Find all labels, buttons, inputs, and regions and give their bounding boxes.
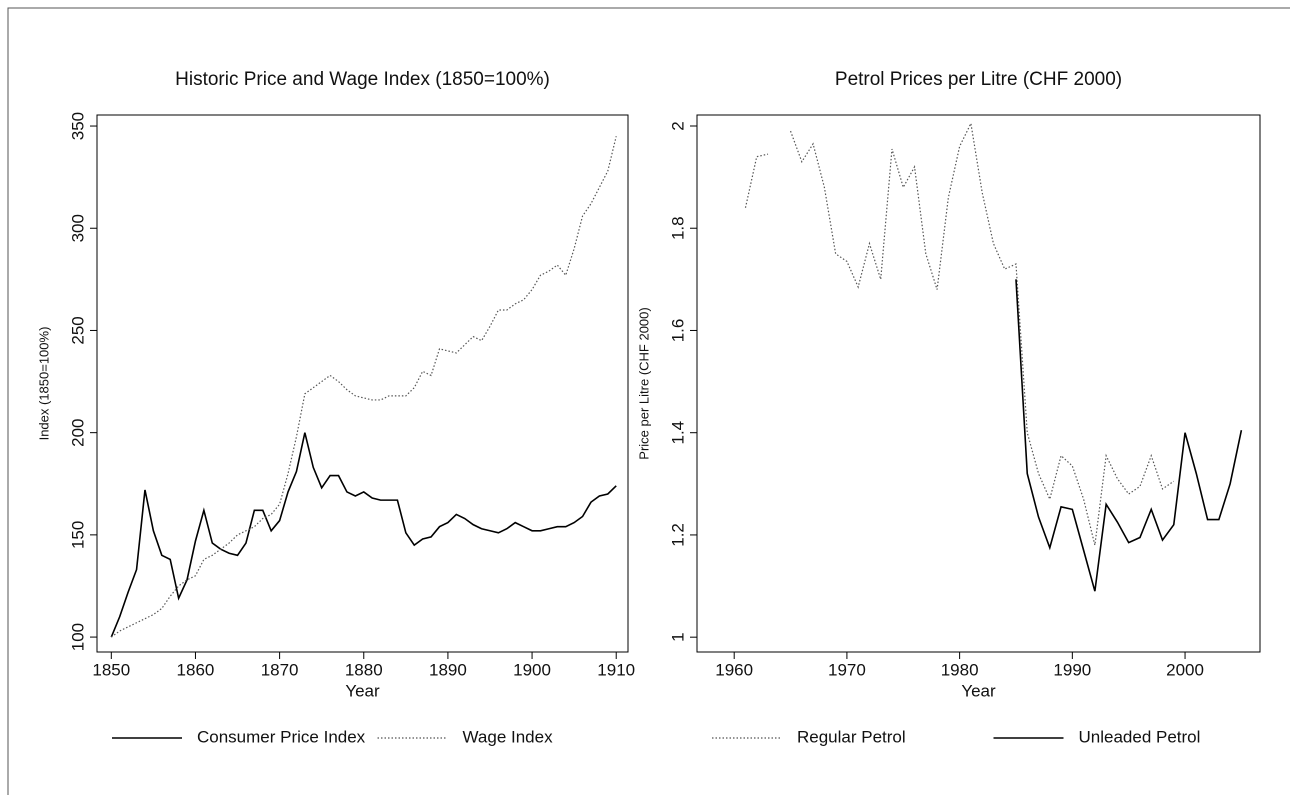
x-axis-label: Year: [345, 681, 380, 700]
y-axis-label: Price per Litre (CHF 2000): [636, 307, 651, 459]
legend-label: Wage Index: [463, 727, 554, 746]
legend-label: Regular Petrol: [797, 727, 906, 746]
x-tick-label: 1870: [261, 660, 299, 679]
y-tick-label: 1.2: [668, 523, 687, 547]
y-tick-label: 2: [668, 121, 687, 130]
series-line: [1015, 279, 1243, 592]
y-tick-label: 100: [68, 623, 87, 651]
chart-title: Petrol Prices per Litre (CHF 2000): [835, 69, 1122, 90]
x-tick-label: 2000: [1166, 660, 1204, 679]
y-tick-label: 1.6: [668, 319, 687, 343]
y-tick-label: 1.8: [668, 216, 687, 240]
plot-area: [96, 114, 629, 653]
series-line: [110, 432, 617, 638]
x-axis-label: Year: [961, 681, 996, 700]
x-tick-label: 1990: [1053, 660, 1091, 679]
plot-area: [696, 114, 1261, 653]
x-tick-label: 1970: [828, 660, 866, 679]
y-tick-label: 150: [68, 521, 87, 549]
chart-title: Historic Price and Wage Index (1850=100%…: [175, 69, 550, 90]
y-tick-label: 200: [68, 418, 87, 446]
y-tick-label: 350: [68, 112, 87, 140]
x-tick-label: 1980: [941, 660, 979, 679]
series-line: [110, 136, 617, 638]
y-tick-label: 300: [68, 214, 87, 242]
y-tick-label: 250: [68, 316, 87, 344]
series-line: [744, 121, 1175, 546]
x-tick-label: 1900: [513, 660, 551, 679]
x-tick-label: 1850: [92, 660, 130, 679]
x-tick-label: 1890: [429, 660, 467, 679]
x-tick-label: 1910: [597, 660, 635, 679]
legend-label: Unleaded Petrol: [1079, 727, 1201, 746]
x-tick-label: 1860: [177, 660, 215, 679]
legend-label: Consumer Price Index: [197, 727, 366, 746]
y-tick-label: 1.4: [668, 421, 687, 445]
x-tick-label: 1960: [715, 660, 753, 679]
frame: [7, 7, 1290, 795]
x-tick-label: 1880: [345, 660, 383, 679]
y-axis-label: Index (1850=100%): [36, 327, 51, 441]
y-tick-label: 1: [668, 632, 687, 641]
